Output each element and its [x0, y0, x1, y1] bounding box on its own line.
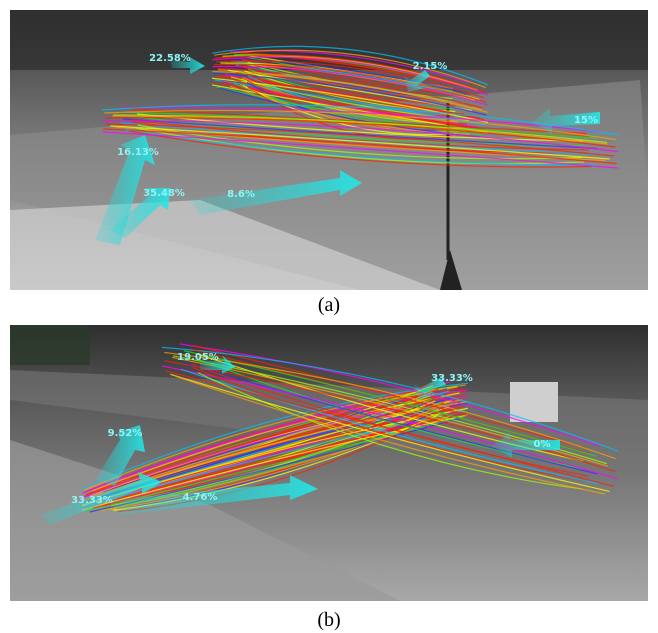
- percentage-label: 16.13%: [117, 147, 159, 158]
- percentage-label: 19.05%: [177, 352, 219, 363]
- trees: [10, 325, 90, 365]
- percentage-label: 33.33%: [431, 373, 473, 384]
- caption: (a): [318, 294, 340, 316]
- caption: (b): [317, 609, 340, 631]
- percentage-label: 9.52%: [108, 428, 143, 439]
- percentage-label: 33.33%: [71, 495, 113, 506]
- percentage-label: 0%: [534, 439, 551, 450]
- percentage-label: 4.76%: [183, 492, 218, 503]
- percentage-label: 15%: [574, 115, 598, 126]
- percentage-label: 22.58%: [149, 53, 191, 64]
- percentage-label: 8.6%: [227, 189, 255, 200]
- percentage-label: 2.15%: [413, 61, 448, 72]
- panel-b: 19.05% 33.33% 9.52% 0% 33.33% 4.76%: [10, 325, 648, 601]
- panel-a: 22.58% 2.15% 15% 16.13% 35.48% 8.6%: [10, 10, 648, 290]
- percentage-label: 35.48%: [143, 188, 185, 199]
- figure: 22.58% 2.15% 15% 16.13% 35.48% 8.6% 19.05% 33.…: [0, 0, 658, 633]
